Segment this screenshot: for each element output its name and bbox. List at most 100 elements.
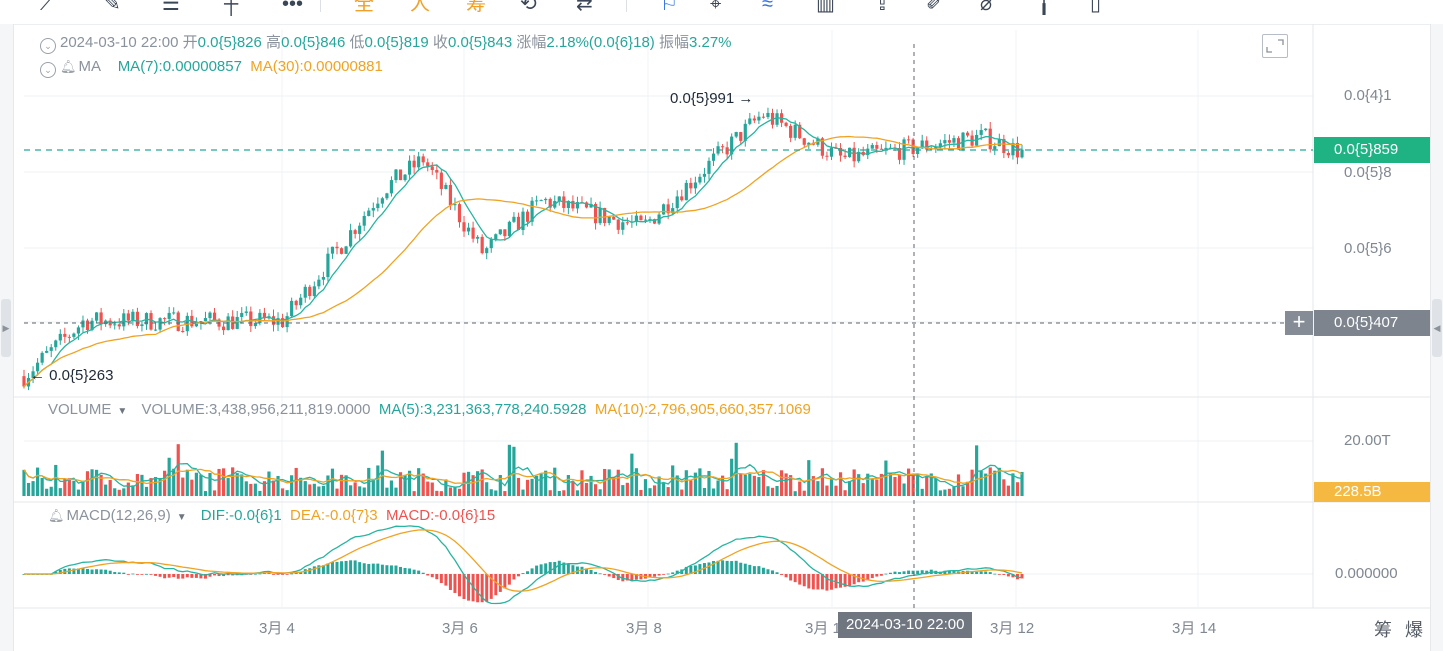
volume-bar [407, 470, 412, 496]
volume-bar [462, 472, 466, 496]
volume-bar [203, 491, 208, 496]
candle-body [58, 333, 62, 341]
candle-body [398, 169, 403, 181]
swap-icon[interactable]: ⇄ [576, 0, 593, 15]
draw-line-icon[interactable]: ⟋ [40, 0, 54, 15]
macd-bar [308, 568, 312, 574]
volume-bar [321, 485, 325, 496]
macd-bar [634, 574, 638, 580]
bookmark-icon[interactable]: ⚐ [660, 0, 678, 15]
macd-bar [748, 564, 752, 574]
history-icon[interactable]: ⟲ [520, 0, 537, 15]
macd-bar [158, 574, 162, 577]
crosshair-line-icon[interactable]: ┼ [224, 0, 239, 15]
macd-bar [276, 574, 280, 575]
edit-icon[interactable]: ✐ [926, 0, 943, 15]
volume-bar [448, 487, 453, 496]
chips-button[interactable]: 筹 [1374, 620, 1392, 640]
macd-bar [988, 572, 992, 574]
macd-bar [426, 574, 430, 576]
macd-bar [721, 560, 725, 574]
volume-bar [721, 475, 725, 496]
ma-indicator-name[interactable]: MA [78, 58, 102, 75]
volume-bar [879, 473, 883, 496]
add-alert-button[interactable]: + [1285, 311, 1313, 335]
volume-indicator-name[interactable]: VOLUME [48, 401, 112, 418]
macd-bar [503, 574, 507, 589]
candles-icon[interactable]: ▥ [816, 0, 835, 15]
candle-body [476, 236, 480, 239]
macd-bar [866, 574, 870, 581]
candle-body [253, 322, 257, 327]
macd-indicator-name[interactable]: MACD(12,26,9) [66, 507, 171, 524]
horizontal-lines-icon[interactable]: ☰ [162, 0, 180, 15]
volume-bar [194, 472, 198, 496]
toolbar-button-1[interactable]: 全 [354, 0, 374, 15]
candle-body [285, 316, 289, 328]
toolbar-button-3[interactable]: 筹 [466, 0, 486, 15]
candle-body [521, 211, 525, 231]
export-icon[interactable]: ⇪ [874, 0, 891, 15]
macd-bar [1006, 574, 1010, 577]
collapse-icon[interactable]: ⌄ [40, 38, 56, 54]
ma30-line [23, 135, 1022, 387]
volume-bar [811, 476, 815, 496]
candle-body [421, 156, 425, 163]
macd-bar [530, 568, 534, 574]
bell-icon[interactable]: 🔔︎ [48, 508, 65, 523]
price-tick-2: 0.0{5}8 [1344, 164, 1392, 181]
tag-icon[interactable]: ⌖ [710, 0, 722, 15]
candle-body [167, 312, 171, 319]
pin-icon[interactable]: ╽ [1038, 0, 1051, 15]
collapse-icon[interactable]: ⌄ [40, 62, 56, 78]
fullscreen-icon[interactable] [1262, 34, 1288, 58]
volume-bar [267, 471, 271, 496]
volume-bar [616, 469, 620, 496]
candle-body [45, 350, 49, 353]
link-icon[interactable]: ⌀ [980, 0, 993, 15]
left-panel-toggle[interactable]: ▶ [1, 299, 11, 357]
chevron-down-icon[interactable]: ▼ [117, 406, 128, 417]
candle-body [888, 147, 893, 149]
candle-body [335, 246, 339, 249]
volume-legend: VOLUME ▼ VOLUME:3,438,956,211,819.0000 MA… [48, 401, 811, 418]
candle-body [666, 204, 670, 214]
trash-icon[interactable]: ▯ [1090, 0, 1102, 15]
candle-body [194, 323, 198, 327]
pen-icon[interactable]: ✎ [104, 0, 121, 15]
chevron-down-icon[interactable]: ▼ [176, 512, 187, 523]
volume-bar [494, 490, 498, 496]
candle-body [571, 200, 575, 209]
line-chart-icon[interactable]: ≈ [762, 0, 773, 15]
volume-bar [965, 481, 970, 496]
macd-bar [448, 574, 452, 590]
volume-tick-1: 20.00T [1344, 432, 1391, 449]
macd-bar [539, 564, 543, 574]
bell-icon[interactable]: 🔔︎ [60, 59, 77, 74]
candle-body [548, 198, 552, 208]
macd-bar [947, 570, 951, 574]
volume-bar [376, 465, 380, 496]
macd-bar [217, 574, 221, 577]
candle-body [852, 147, 856, 162]
more-icon[interactable]: ••• [282, 0, 304, 15]
macd-bar [399, 566, 403, 574]
explode-button[interactable]: 爆 [1405, 620, 1423, 640]
volume-bar [657, 476, 661, 496]
candle-body [344, 246, 348, 254]
volume-bar [36, 467, 40, 496]
right-panel-toggle[interactable]: ◀ [1432, 299, 1442, 357]
volume-bar [231, 467, 235, 496]
volume-bar [144, 486, 149, 496]
volume-bar [643, 479, 648, 496]
volume-bar [516, 477, 521, 496]
macd-bar [648, 574, 652, 577]
macd-bar [362, 563, 366, 574]
candle-body [126, 313, 130, 321]
macd-bar [975, 571, 979, 574]
volume-bar [852, 469, 856, 496]
crosshair-price-tag: 0.0{5}407 [1314, 310, 1430, 336]
volume-bar [380, 450, 384, 496]
toolbar-button-2[interactable]: 人 [410, 0, 430, 15]
